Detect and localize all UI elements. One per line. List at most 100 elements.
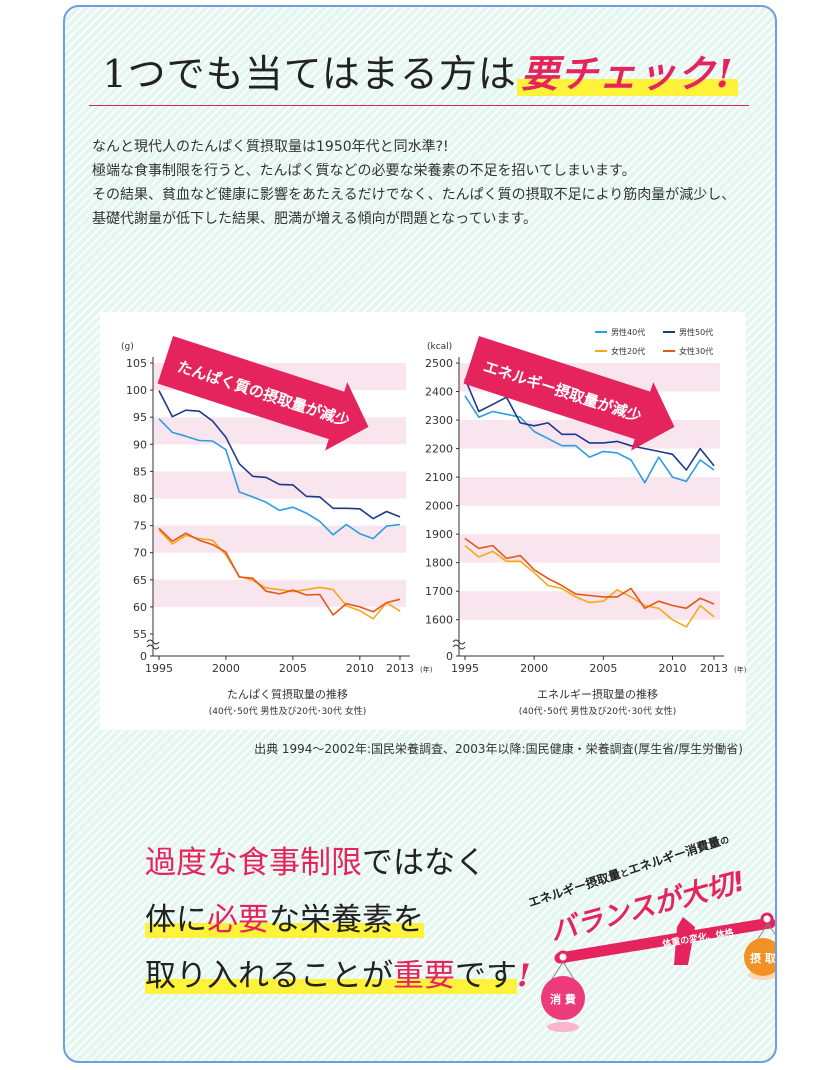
balance-illustration: エネルギー摂取量とエネルギー消費量の バランスが大切! 体重の変化、体格 摂 取… — [526, 835, 775, 1032]
y-tick-label: 90 — [133, 438, 147, 451]
intro-line-3: その結果、貧血など健康に影響をあたえるだけでなく、たんぱく質の摂取不足により筋肉… — [92, 187, 736, 203]
chart-band — [459, 477, 720, 506]
intake-label: 摂 取 — [750, 951, 775, 965]
balance-beam — [554, 917, 775, 964]
message-emphasis-2: 必要 — [207, 902, 269, 938]
y-tick-label: 2300 — [425, 414, 453, 427]
y-tick-label: 60 — [133, 601, 147, 614]
y-tick-label: 0 — [446, 650, 453, 663]
y-tick-label: 70 — [133, 547, 147, 560]
left-pan-shadow — [547, 1022, 579, 1032]
message-highlight-3: 取り入れることが重要です — [145, 958, 517, 994]
axis-break-mark — [452, 639, 466, 650]
y-tick-label: 1700 — [425, 585, 453, 598]
intro-text: なんと現代人のたんぱく質摂取量は1950年代と同水準?! 極端な食事制限を行うと… — [92, 135, 752, 231]
y-tick-label: 2500 — [425, 357, 453, 370]
y-tick-label: 75 — [133, 520, 147, 533]
y-tick-label: 55 — [133, 628, 147, 641]
series-line-女性20代 — [464, 544, 715, 628]
x-tick-label: 1995 — [451, 662, 479, 675]
chart-subtitle: (40代･50代 男性及び20代･30代 女性) — [209, 705, 367, 717]
message-text-3a: 取り入れることが — [145, 958, 393, 994]
message-emphasis-3: 重要 — [393, 958, 455, 994]
x-tick-label: 2000 — [212, 662, 240, 675]
balance-caption-and: と — [619, 867, 631, 880]
message-line-2: 体に必要な栄養素を — [145, 894, 424, 939]
x-tick-label: 2010 — [659, 662, 687, 675]
y-unit-label: (g) — [121, 342, 134, 352]
chart-panel: (g) 0 55 60 65 70 75 80 85 90 95 100 105 1995 2000 2005… — [100, 312, 747, 730]
x-tick-label: 2010 — [346, 662, 374, 675]
x-tick-label: 2013 — [386, 662, 414, 675]
intro-line-2: 極端な食事制限を行うと、たんぱく質などの必要な栄養素の不足を招いてしまいます。 — [92, 163, 636, 179]
x-tick-label: 2005 — [279, 662, 307, 675]
charts-svg: (g) 0 55 60 65 70 75 80 85 90 95 100 105 1995 2000 2005… — [121, 327, 747, 717]
consumption-weight — [541, 976, 585, 1020]
balance-caption-b: エネルギー消費量 — [626, 835, 722, 877]
y-tick-label: 1600 — [425, 614, 453, 627]
page-headline: 1つでも当てはまる方は 要チェック! — [65, 43, 775, 98]
y-tick-label: 80 — [133, 493, 147, 506]
chart-title: エネルギー摂取量の推移 — [537, 687, 658, 701]
message-text-3b: です — [455, 958, 517, 994]
x-unit-label: (年) — [420, 665, 433, 674]
x-tick-label: 2013 — [700, 662, 728, 675]
legend-label: 男性50代 — [679, 327, 713, 337]
x-tick-label: 1995 — [145, 662, 173, 675]
y-tick-label: 105 — [126, 357, 147, 370]
headline-divider — [89, 105, 749, 106]
axis-break-mark — [146, 639, 160, 650]
legend-label: 女性30代 — [679, 346, 713, 356]
source-note: 出典 1994～2002年:国民栄養調査、2003年以降:国民健康・栄養調査(厚… — [254, 742, 743, 756]
message-emphasis-1: 過度な食事制限 — [145, 845, 362, 881]
chart-title: たんぱく質摂取量の推移 — [227, 687, 348, 701]
series-line-男性50代 — [158, 390, 401, 520]
intake-weight — [744, 938, 775, 976]
series-line-男性40代 — [464, 395, 715, 484]
x-tick-label: 2000 — [520, 662, 548, 675]
message-text-2a: 体に — [145, 902, 207, 938]
y-tick-label: 0 — [140, 650, 147, 663]
y-tick-label: 95 — [133, 411, 147, 424]
legend-label: 男性40代 — [611, 327, 645, 337]
chart-1: (g) 0 55 60 65 70 75 80 85 90 95 100 105 1995 2000 2005… — [121, 336, 433, 717]
message-line-1: 過度な食事制限ではなく — [145, 837, 486, 882]
message-line-3: 取り入れることが重要です! — [145, 950, 531, 995]
legend-label: 女性20代 — [611, 346, 645, 356]
x-unit-label: (年) — [734, 665, 746, 674]
headline-bang: ! — [715, 51, 734, 96]
content-card: 1つでも当てはまる方は 要チェック! なんと現代人のたんぱく質摂取量は1950年代… — [63, 5, 777, 1063]
consumption-label: 消 費 — [550, 992, 576, 1006]
beam-end-left — [556, 950, 570, 964]
intro-line-4: 基礎代謝量が低下した結果、肥満が増える傾向が問題となっています。 — [92, 211, 538, 227]
chart-band — [459, 420, 720, 449]
chart-band — [459, 534, 720, 563]
series-line-男性40代 — [158, 418, 401, 540]
y-tick-label: 2100 — [425, 471, 453, 484]
y-tick-label: 1900 — [425, 528, 453, 541]
banner-arrow-shape — [157, 336, 369, 451]
y-unit-label: (kcal) — [427, 342, 452, 352]
beam-end-right — [760, 912, 774, 926]
headline-prefix: 1つでも当てはまる方は — [102, 52, 517, 96]
headline-emphasis: 要チェック! — [516, 51, 738, 96]
y-tick-label: 1800 — [425, 557, 453, 570]
message-text-1: ではなく — [362, 845, 486, 881]
chart-band — [153, 525, 406, 553]
x-tick-label: 2005 — [589, 662, 617, 675]
headline-emphasis-text: 要チェック — [520, 51, 716, 96]
message-highlight-2: 体に必要な栄養素を — [145, 902, 424, 938]
y-tick-label: 2200 — [425, 443, 453, 456]
intro-line-1: なんと現代人のたんぱく質摂取量は1950年代と同水準?! — [92, 139, 449, 155]
y-tick-label: 2400 — [425, 386, 453, 399]
banner-arrow-shape — [463, 336, 675, 451]
y-tick-label: 85 — [133, 465, 147, 478]
series-line-女性30代 — [158, 527, 401, 616]
balance-caption-no: の — [719, 835, 731, 848]
series-line-女性20代 — [158, 529, 401, 620]
message-bang: ! — [517, 958, 531, 994]
chart-2: (kcal) 0 1600 1700 1800 1900 2000 2100 2200 2300 2… — [425, 327, 747, 717]
message-text-2b: な栄養素を — [269, 902, 424, 938]
chart-subtitle: (40代･50代 男性及び20代･30代 女性) — [519, 705, 677, 717]
